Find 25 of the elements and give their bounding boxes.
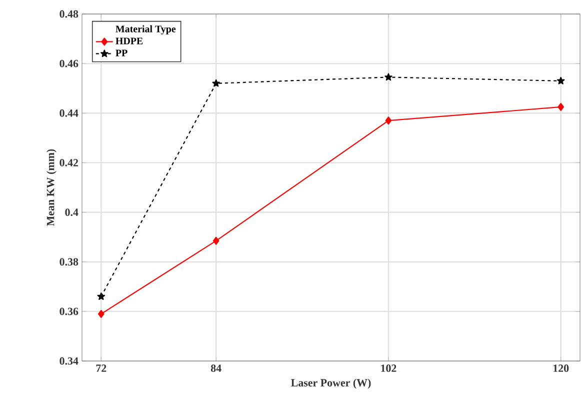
y-tick-label: 0.48 [60, 10, 78, 18]
legend-title: Material Type [116, 25, 176, 34]
point [556, 76, 565, 84]
point [97, 292, 106, 300]
point [212, 79, 220, 87]
point [385, 116, 392, 125]
y-tick-label: 0.34 [60, 357, 78, 365]
point [212, 236, 220, 245]
x-tick-label: 102 [381, 364, 396, 372]
y-axis-title: Mean KW (mm) [46, 149, 56, 226]
legend-label: HDPE [116, 38, 143, 44]
point [384, 73, 392, 81]
point [98, 310, 104, 318]
y-tick-label: 0.42 [60, 158, 78, 166]
x-axis-title: Laser Power (W) [291, 378, 371, 389]
legend-label: PP [116, 50, 128, 56]
y-tick-label: 0.44 [60, 109, 78, 117]
x-tick-label: 84 [210, 364, 222, 372]
y-tick-label: 0.4 [65, 208, 78, 216]
y-tick-label: 0.38 [60, 258, 78, 266]
y-tick-label: 0.46 [60, 60, 78, 68]
point [558, 102, 564, 111]
x-tick-label: 120 [554, 364, 569, 372]
x-tick-label: 72 [96, 364, 106, 372]
y-tick-label: 0.36 [60, 308, 78, 316]
